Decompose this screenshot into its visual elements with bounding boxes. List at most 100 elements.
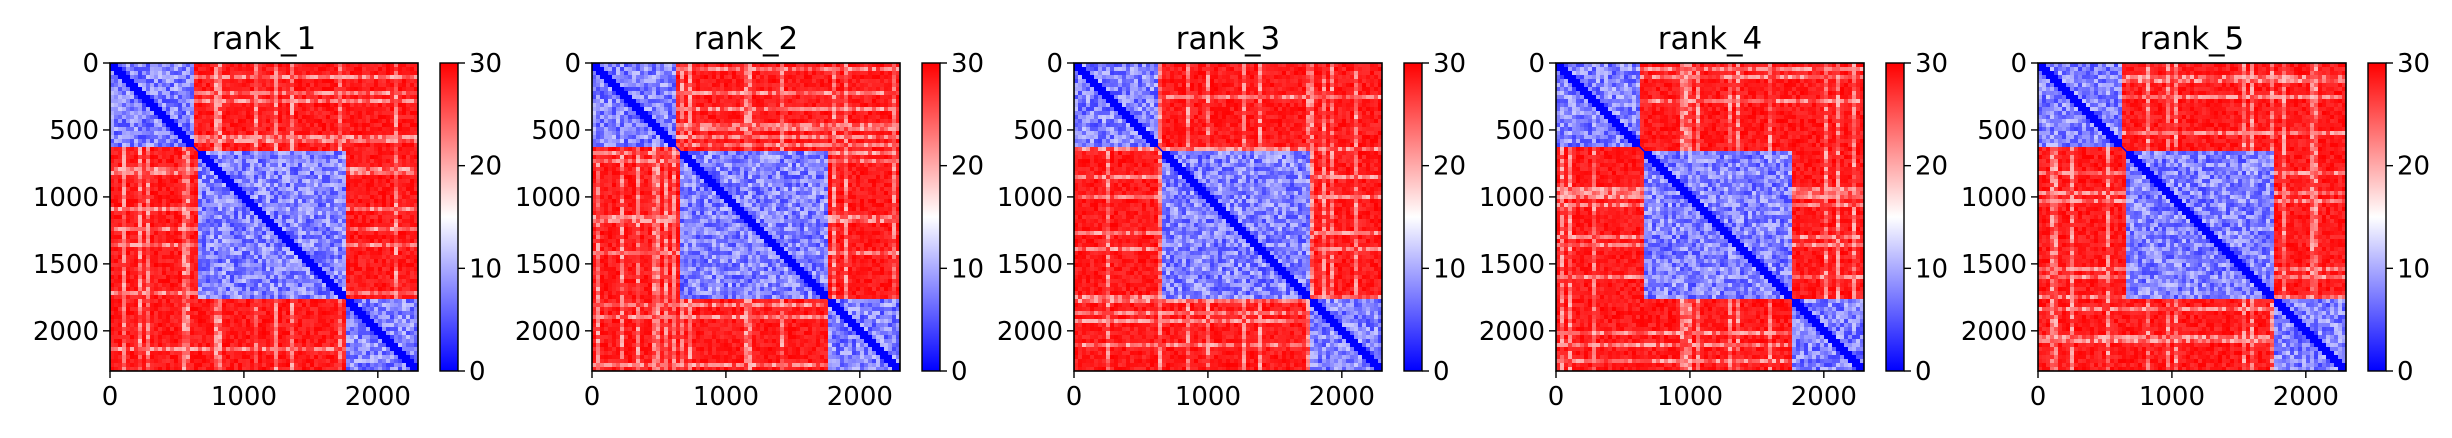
heatmap-cell — [306, 283, 311, 288]
heatmap-cell — [154, 119, 159, 124]
heatmap-cell — [266, 63, 271, 68]
heatmap-cell — [262, 243, 267, 248]
heatmap-cell — [370, 179, 375, 184]
heatmap-cell — [266, 275, 271, 280]
heatmap-cell — [110, 263, 115, 268]
heatmap-cell — [362, 215, 367, 220]
heatmap-cell — [194, 247, 199, 252]
heatmap-cell — [242, 219, 247, 224]
heatmap-cell — [142, 115, 147, 120]
heatmap-cell — [326, 63, 331, 68]
heatmap-cell — [206, 139, 211, 144]
heatmap-cell — [314, 243, 319, 248]
heatmap-cell — [234, 283, 239, 288]
heatmap-cell — [214, 119, 219, 124]
heatmap-cell — [214, 315, 219, 320]
heatmap-cell — [326, 263, 331, 268]
heatmap-cell — [190, 247, 195, 252]
heatmap-cell — [114, 251, 119, 256]
heatmap-cell — [138, 219, 143, 224]
heatmap-cell — [314, 155, 319, 160]
heatmap-cell — [250, 171, 255, 176]
heatmap-cell — [326, 311, 331, 316]
heatmap-cell — [358, 103, 363, 108]
heatmap-cell — [230, 83, 235, 88]
heatmap-cell — [206, 195, 211, 200]
heatmap-cell — [114, 151, 119, 156]
heatmap-cell — [118, 247, 123, 252]
heatmap-cell — [130, 203, 135, 208]
heatmap-cell — [254, 291, 259, 296]
heatmap-cell — [370, 163, 375, 168]
heatmap-cell — [218, 299, 223, 304]
heatmap-cell — [390, 67, 395, 72]
heatmap-cell — [170, 291, 175, 296]
heatmap-cell — [350, 95, 355, 100]
heatmap-cell — [338, 107, 343, 112]
heatmap-cell — [190, 227, 195, 232]
heatmap-cell — [118, 311, 123, 316]
heatmap-cell — [286, 151, 291, 156]
heatmap-cell — [322, 71, 327, 76]
heatmap-cell — [146, 291, 151, 296]
heatmap-cell — [358, 119, 363, 124]
heatmap-cell — [410, 211, 415, 216]
heatmap-cell — [110, 283, 115, 288]
heatmap-cell — [382, 203, 387, 208]
heatmap-cell — [394, 103, 399, 108]
heatmap-cell — [206, 131, 211, 136]
heatmap-cell — [262, 219, 267, 224]
heatmap-cell — [114, 75, 119, 80]
heatmap-cell — [294, 239, 299, 244]
heatmap-cell — [362, 259, 367, 264]
heatmap-cell — [242, 319, 247, 324]
heatmap-cell — [134, 151, 139, 156]
heatmap-cell — [346, 295, 351, 300]
heatmap-cell — [210, 279, 215, 284]
heatmap-cell — [378, 111, 383, 116]
heatmap-cell — [406, 231, 411, 236]
heatmap-cell — [354, 107, 359, 112]
heatmap-cell — [206, 319, 211, 324]
heatmap-cell — [154, 267, 159, 272]
heatmap-cell — [362, 199, 367, 204]
heatmap-cell — [346, 227, 351, 232]
heatmap-cell — [366, 275, 371, 280]
heatmap-cell — [130, 319, 135, 324]
heatmap-cell — [278, 243, 283, 248]
heatmap-cell — [202, 115, 207, 120]
heatmap-cell — [238, 95, 243, 100]
heatmap-cell — [326, 195, 331, 200]
heatmap-cell — [262, 167, 267, 172]
heatmap-cell — [398, 223, 403, 228]
heatmap-cell — [414, 271, 418, 276]
heatmap-cell — [298, 227, 303, 232]
heatmap-cell — [310, 235, 315, 240]
heatmap-cell — [374, 231, 379, 236]
heatmap-cell — [318, 107, 323, 112]
heatmap-cell — [222, 103, 227, 108]
heatmap-cell — [406, 203, 411, 208]
heatmap-cell — [278, 71, 283, 76]
heatmap-cell — [242, 131, 247, 136]
heatmap-cell — [350, 127, 355, 132]
heatmap-cell — [258, 307, 263, 312]
heatmap-cell — [386, 75, 391, 80]
heatmap-cell — [386, 275, 391, 280]
heatmap-cell — [342, 195, 347, 200]
heatmap-cell — [166, 111, 171, 116]
heatmap-cell — [406, 67, 411, 72]
heatmap-cell — [386, 163, 391, 168]
heatmap-cell — [294, 155, 299, 160]
heatmap-cell — [130, 63, 135, 68]
heatmap-cell — [390, 303, 395, 308]
heatmap-cell — [170, 175, 175, 180]
heatmap-cell — [282, 203, 287, 208]
heatmap-cell — [266, 155, 271, 160]
heatmap-cell — [414, 219, 418, 224]
heatmap-cell — [206, 315, 211, 320]
heatmap-cell — [322, 83, 327, 88]
heatmap-cell — [318, 171, 323, 176]
heatmap-cell — [286, 279, 291, 284]
